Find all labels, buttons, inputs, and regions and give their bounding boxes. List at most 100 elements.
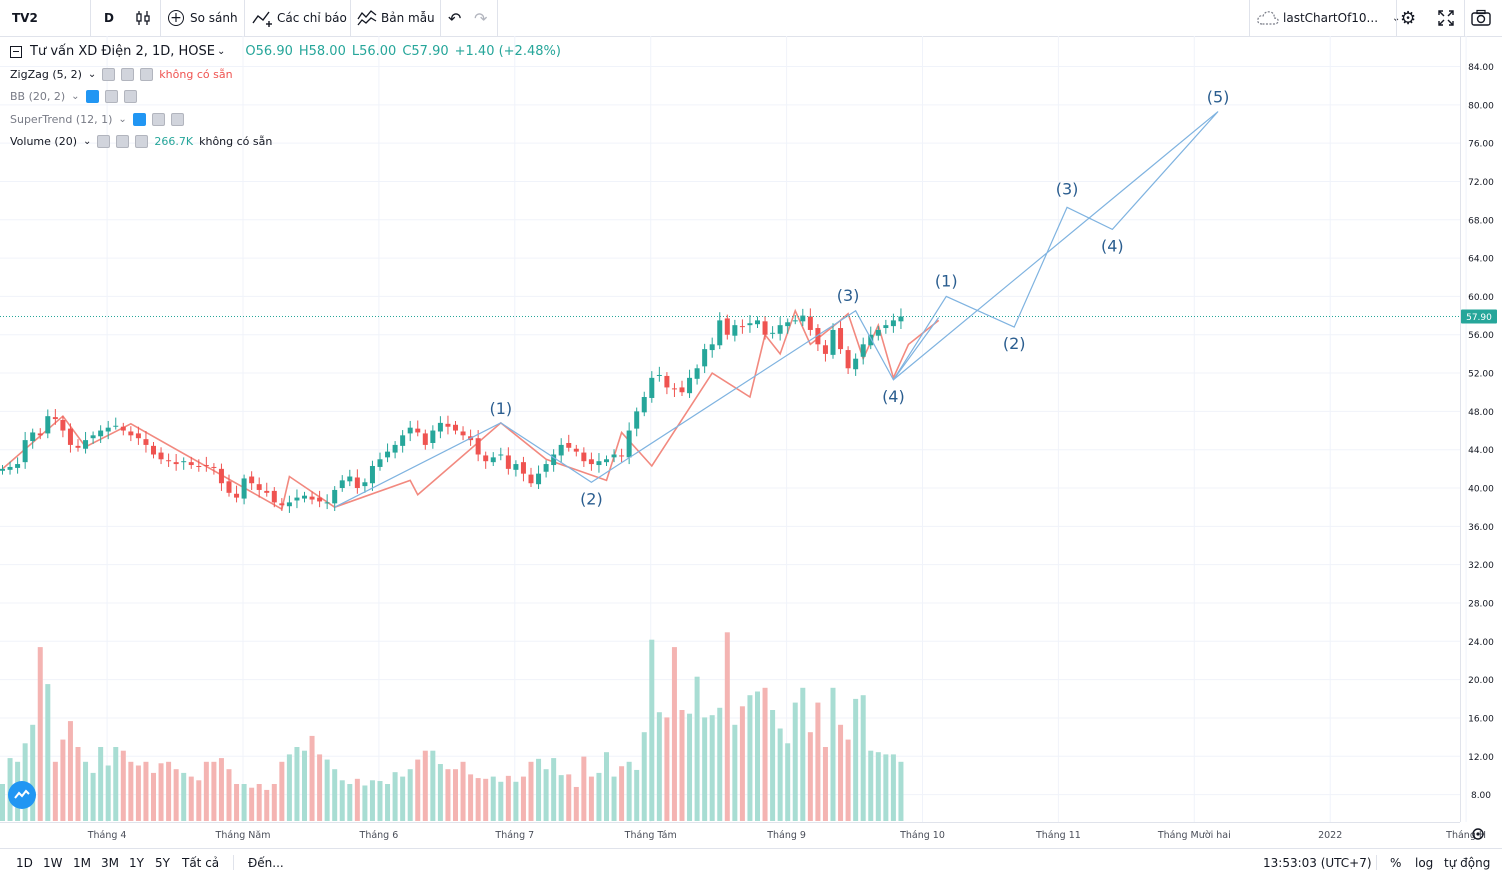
wave-label: (1) xyxy=(935,271,958,290)
fullscreen-icon[interactable] xyxy=(1437,0,1455,36)
close-icon[interactable] xyxy=(170,113,184,126)
chart-canvas[interactable]: (1)(2)(3)(4)(1)(2)(3)(4)(5) 57.90 84.008… xyxy=(0,36,1502,848)
redo-icon[interactable]: ↷ xyxy=(474,8,488,28)
candle-body xyxy=(883,325,889,329)
chevron-down-icon[interactable]: ⌄ xyxy=(71,91,80,102)
range-1y[interactable]: 1Y xyxy=(129,849,144,876)
candle-body xyxy=(755,320,760,325)
candle-body xyxy=(430,430,436,443)
interval-button[interactable]: D xyxy=(104,0,114,36)
ohlc-low: L56.00 xyxy=(351,44,397,59)
candle-body xyxy=(717,320,723,346)
price-tick-label: 52.00 xyxy=(1468,370,1494,380)
time-tick-label: Tháng 10 xyxy=(899,830,945,841)
volume-bar xyxy=(173,769,179,821)
volume-bar xyxy=(626,761,632,821)
price-axis[interactable]: 84.00 80.00 76.00 72.00 68.00 64.00 60.00 56.00… xyxy=(1468,63,1494,801)
top-toolbar: TV2 D + So sánh Các chỉ báo Bản mẫu ↶ ↷ … xyxy=(0,0,1502,37)
candles-icon[interactable] xyxy=(134,0,152,36)
hidden-eye-icon[interactable] xyxy=(132,113,146,126)
volume-bar xyxy=(770,710,776,821)
compare-button[interactable]: + So sánh xyxy=(168,0,238,36)
chevron-down-icon[interactable]: ⌄ xyxy=(87,69,97,80)
eye-icon[interactable] xyxy=(97,135,111,148)
candle-body xyxy=(732,325,738,336)
volume-bar xyxy=(362,785,368,821)
series-title[interactable]: Tư vấn XD Điện 2, 1D, HOSE xyxy=(30,44,216,59)
candle-body xyxy=(581,452,587,462)
gear-icon[interactable] xyxy=(116,135,130,148)
candle-body xyxy=(687,377,693,394)
volume-bar xyxy=(400,776,406,821)
volume-bar xyxy=(98,747,104,821)
candle-body xyxy=(211,466,217,468)
candle-body xyxy=(792,320,798,322)
candle-body xyxy=(75,445,81,448)
timezone-clock[interactable]: 13:53:03 (UTC+7) xyxy=(1263,849,1372,876)
zigzag-study-label[interactable]: ZigZag (5, 2) xyxy=(10,68,82,81)
camera-icon[interactable] xyxy=(1470,0,1492,36)
candle-body xyxy=(604,459,609,463)
settings-gear-icon[interactable]: ⚙ xyxy=(1400,7,1417,29)
range-1w[interactable]: 1W xyxy=(43,849,63,876)
volume-bar xyxy=(687,713,693,821)
chevron-down-icon[interactable]: ⌄ xyxy=(217,46,226,57)
volume-bar xyxy=(498,781,504,821)
volume-bar xyxy=(596,772,602,821)
time-axis[interactable]: Tháng 4 Tháng Năm Tháng 6 Tháng 7 Tháng Tám T… xyxy=(87,830,1486,841)
range-3m[interactable]: 3M xyxy=(101,849,119,876)
candle-body xyxy=(45,416,51,434)
chevron-down-icon[interactable]: ⌄ xyxy=(83,136,92,147)
candle-body xyxy=(860,344,866,357)
time-tick-label: Tháng 4 xyxy=(87,830,127,841)
auto-toggle[interactable]: tự động xyxy=(1444,849,1490,876)
gear-icon[interactable] xyxy=(121,68,135,81)
candle-body xyxy=(203,465,209,467)
candle-body xyxy=(407,427,413,434)
ohlc-open: O56.90 xyxy=(245,44,293,59)
volume-bar xyxy=(755,691,760,821)
goto-date-button[interactable]: Đến... xyxy=(248,849,284,876)
range-all[interactable]: Tất cả xyxy=(182,849,219,876)
tradingview-logo[interactable] xyxy=(8,781,36,809)
layout-button[interactable]: lastChartOf10... ⌄ xyxy=(1256,0,1400,36)
indicators-button[interactable]: Các chỉ báo xyxy=(252,0,347,36)
chevron-down-icon[interactable]: ⌄ xyxy=(118,114,127,125)
collapse-icon[interactable] xyxy=(10,45,22,58)
price-label-text: 57.90 xyxy=(1466,313,1492,323)
candlestick-series xyxy=(0,308,904,513)
volume-bar xyxy=(822,747,828,821)
hidden-eye-icon[interactable] xyxy=(85,90,99,103)
percent-toggle[interactable]: % xyxy=(1390,849,1401,876)
close-icon[interactable] xyxy=(135,135,149,148)
bb-study-label[interactable]: BB (20, 2) xyxy=(10,90,66,103)
wave-label: (2) xyxy=(580,489,603,508)
gear-icon[interactable] xyxy=(151,113,165,126)
range-1m[interactable]: 1M xyxy=(73,849,91,876)
range-1d[interactable]: 1D xyxy=(16,849,33,876)
log-toggle[interactable]: log xyxy=(1415,849,1433,876)
volume-bar xyxy=(332,769,338,821)
candle-body xyxy=(256,484,262,490)
volume-bar xyxy=(845,739,851,821)
templates-button[interactable]: Bản mẫu xyxy=(357,0,435,36)
volume-bar xyxy=(135,765,141,821)
volume-study-label[interactable]: Volume (20) xyxy=(10,135,77,148)
eye-icon[interactable] xyxy=(102,68,116,81)
wave-label: (3) xyxy=(837,286,860,305)
price-label-box xyxy=(1461,309,1497,324)
close-icon[interactable] xyxy=(140,68,154,81)
volume-bar xyxy=(732,724,738,821)
volume-bar xyxy=(309,735,315,821)
gear-icon[interactable] xyxy=(104,90,118,103)
supertrend-study-label[interactable]: SuperTrend (12, 1) xyxy=(10,113,113,126)
volume-bar xyxy=(800,687,806,821)
ohlc-change: +1.40 (+2.48%) xyxy=(454,44,561,59)
range-5y[interactable]: 5Y xyxy=(155,849,170,876)
volume-bar xyxy=(0,784,5,821)
elliott-wave-drawings[interactable]: (1) (2) (3) (4) (1) (2) (3) (4) (5) xyxy=(334,88,1230,509)
symbol-search[interactable]: TV2 xyxy=(12,0,82,36)
axis-settings-icon[interactable] xyxy=(1472,828,1484,840)
close-icon[interactable] xyxy=(123,90,137,103)
undo-icon[interactable]: ↶ xyxy=(448,8,462,28)
